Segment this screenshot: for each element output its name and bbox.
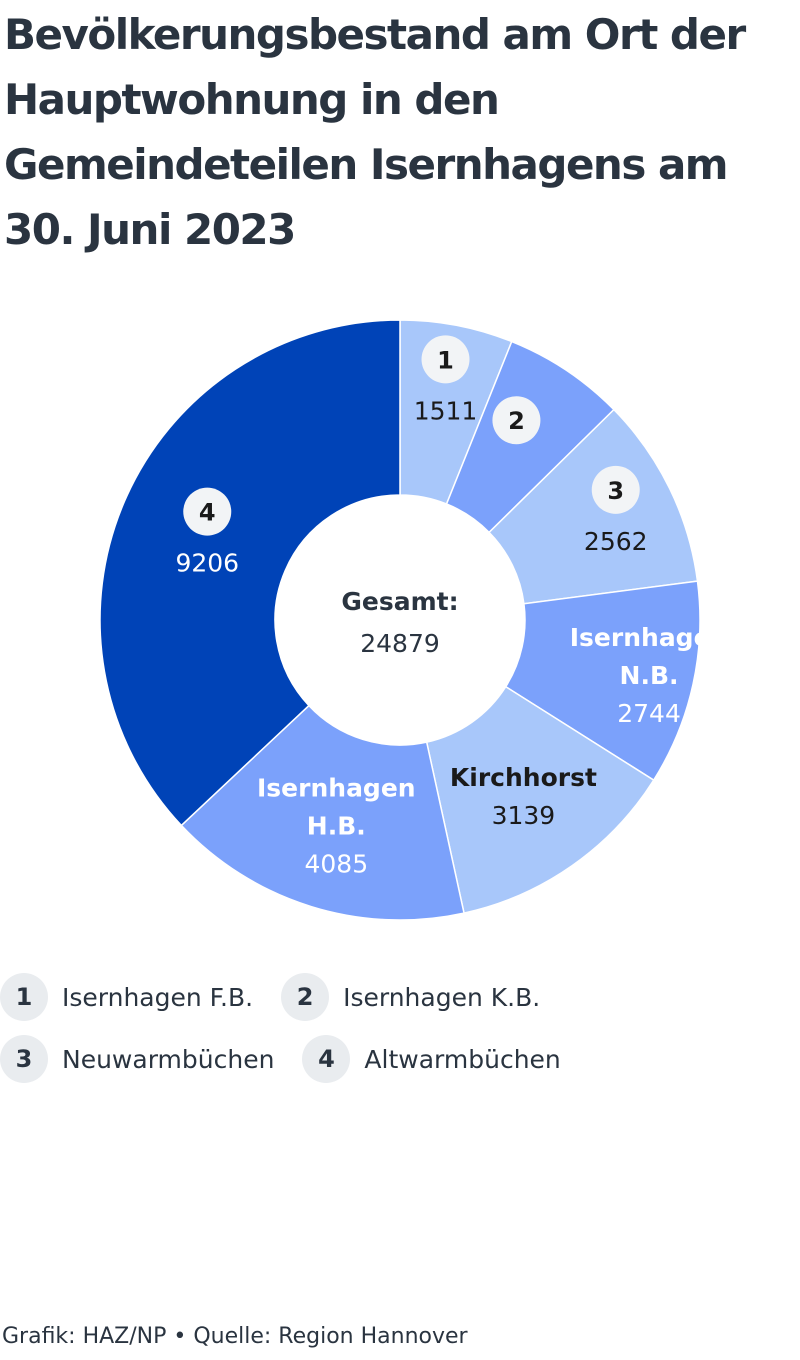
slice-badge-text: 1: [437, 346, 454, 374]
slice-value-label: 2562: [584, 527, 648, 556]
donut-chart: 1 1511 2 3 2562 Isernhagen N.B. 2744 Kirchhorst 3…: [0, 300, 800, 940]
slice-label-group: 1 1511: [414, 335, 478, 425]
donut-chart-svg: 1 1511 2 3 2562 Isernhagen N.B. 2744 Kirchhorst 3…: [99, 319, 728, 921]
legend-badge: 3: [0, 1035, 48, 1083]
slice-value-label: 1511: [414, 396, 478, 425]
slice-badge-text: 3: [607, 477, 624, 505]
slice-label-group: Isernhagen N.B. 2744: [570, 623, 729, 728]
donut-slice: [504, 580, 701, 782]
slice-label-group: 4 9206: [175, 487, 239, 578]
slice-category-label: Kirchhorst: [450, 763, 597, 792]
slice-badge-text: 4: [199, 499, 216, 527]
legend-row: 3 Neuwarmbüchen 4 Altwarmbüchen: [0, 1034, 800, 1084]
legend-item-altwarmbuechen: 4 Altwarmbüchen: [302, 1035, 561, 1083]
legend-item-neuwarmbuechen: 3 Neuwarmbüchen: [0, 1035, 274, 1083]
slice-category-label: Isernhagen: [570, 623, 729, 652]
legend-badge: 2: [281, 973, 330, 1021]
center-value: 24879: [360, 629, 440, 658]
donut-slices: [99, 319, 701, 921]
legend-badge: 4: [302, 1035, 351, 1083]
slice-value-label: 4085: [304, 849, 368, 878]
legend-label: Isernhagen K.B.: [343, 982, 541, 1012]
slice-badge-circle: [492, 396, 541, 445]
slice-value-label: 9206: [175, 549, 239, 578]
slice-label-group: Isernhagen H.B. 4085: [257, 773, 416, 878]
legend-label: Neuwarmbüchen: [62, 1044, 275, 1074]
chart-title: Bevölkerungsbestand am Ort der Hauptwohn…: [4, 10, 746, 254]
legend-item-isernhagen-fb: 1 Isernhagen F.B.: [0, 973, 253, 1021]
slice-badge-circle: [421, 335, 470, 384]
slice-label-group: 2: [492, 396, 541, 445]
slice-label-group: Kirchhorst 3139: [450, 763, 597, 830]
legend-row: 1 Isernhagen F.B. 2 Isernhagen K.B.: [0, 972, 800, 1022]
slice-badge-text: 2: [508, 407, 525, 435]
slice-category-label: Isernhagen: [257, 773, 416, 802]
legend-label: Altwarmbüchen: [364, 1044, 561, 1074]
legend: 1 Isernhagen F.B. 2 Isernhagen K.B. 3 Ne…: [0, 972, 800, 1096]
legend-badge: 1: [0, 973, 48, 1021]
slice-badge-circle: [183, 487, 232, 536]
slice-category-label: H.B.: [307, 811, 366, 840]
center-label: Gesamt:: [341, 587, 458, 616]
donut-labels: 1 1511 2 3 2562 Isernhagen N.B. 2744 Kirchhorst 3…: [175, 335, 728, 878]
slice-value-label: 3139: [492, 801, 556, 830]
slice-category-label: N.B.: [620, 661, 679, 690]
slice-label-group: 3 2562: [584, 465, 648, 556]
donut-slice: [425, 685, 655, 914]
donut-slice: [488, 408, 699, 605]
slice-value-label: 2744: [617, 699, 681, 728]
slice-badge-circle: [591, 465, 640, 514]
source-footer: Grafik: HAZ/NP • Quelle: Region Hannover: [2, 1324, 468, 1349]
legend-label: Isernhagen F.B.: [62, 982, 254, 1012]
donut-slice: [99, 319, 401, 827]
legend-item-isernhagen-kb: 2 Isernhagen K.B.: [281, 973, 540, 1021]
